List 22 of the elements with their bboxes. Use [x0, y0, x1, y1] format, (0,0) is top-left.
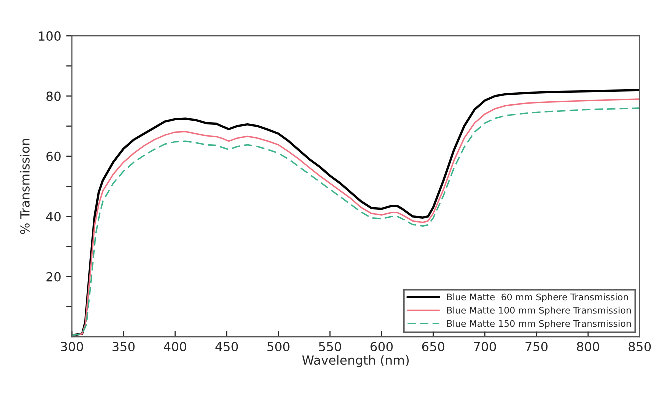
- x-tick-label: 650: [422, 342, 445, 352]
- x-tick-label: 550: [319, 342, 342, 352]
- x-tick-label: 350: [112, 342, 135, 352]
- y-tick-label: 80: [46, 92, 61, 102]
- y-tick-label: 20: [46, 272, 61, 282]
- x-tick-label: 800: [577, 342, 600, 352]
- x-tick-label: 850: [628, 342, 652, 352]
- x-tick-label: 750: [526, 342, 548, 352]
- legend-label: Blue Matte 60 mm Sphere Transmission: [447, 294, 628, 302]
- x-tick-label: 450: [216, 342, 238, 352]
- x-tick-label: 500: [268, 342, 290, 352]
- legend-label: Blue Matte 150 mm Sphere Transmission: [447, 320, 632, 329]
- legend-label: Blue Matte 100 mm Sphere Transmission: [447, 306, 632, 316]
- x-axis-title: Wavelength (nm): [302, 355, 409, 368]
- y-axis-title: % Transmission: [20, 139, 30, 234]
- x-tick-label: 600: [370, 342, 393, 352]
- x-tick-label: 700: [474, 342, 496, 352]
- x-tick-label: 300: [61, 342, 84, 352]
- y-tick-label: 40: [46, 212, 61, 222]
- y-tick-label: 100: [39, 32, 61, 42]
- y-tick-label: 60: [46, 152, 61, 162]
- x-tick-label: 400: [164, 342, 186, 352]
